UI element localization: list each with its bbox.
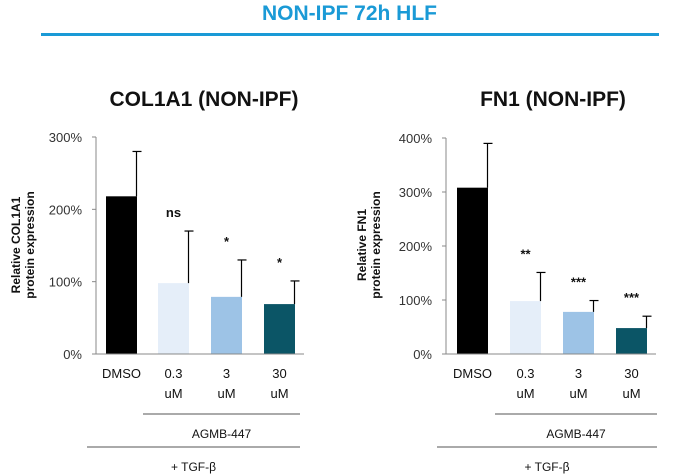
chart2-treatment-label: + TGF-β — [524, 460, 569, 474]
chart2-group-label: AGMB-447 — [546, 427, 606, 441]
chart1-category-label: 3 — [223, 366, 230, 381]
chart1-category-label: uM — [164, 386, 182, 401]
chart1-bar — [106, 196, 137, 354]
chart2-category-label: 3 — [575, 366, 582, 381]
chart2-category-label: DMSO — [453, 366, 492, 381]
chart2-y-tick-label: 100% — [399, 293, 433, 308]
chart1-y-tick-label: 100% — [49, 275, 83, 290]
chart2-y-tick-label: 200% — [399, 239, 433, 254]
chart2-significance-label: ** — [520, 246, 531, 261]
chart1-y-tick-label: 200% — [49, 202, 83, 217]
chart2-y-tick-label: 400% — [399, 131, 433, 146]
chart1-y-tick-label: 0% — [63, 347, 82, 362]
chart2-title: FN1 (NON-IPF) — [480, 88, 626, 111]
chart2-bar — [616, 328, 647, 354]
chart1-y-axis-label-line: protein expression — [23, 191, 37, 298]
chart2-significance-label: *** — [624, 290, 640, 305]
chart1-significance-label: * — [277, 255, 283, 270]
chart1-y-axis-label-line: Relative COL1A1 — [9, 196, 23, 293]
title-rule — [41, 33, 659, 36]
chart2-category-label: 30 — [624, 366, 638, 381]
chart1-significance-label: ns — [166, 205, 181, 220]
chart1-category-label: uM — [217, 386, 235, 401]
chart2-category-label: uM — [516, 386, 534, 401]
chart2-category-label: 0.3 — [516, 366, 534, 381]
chart1-bar — [211, 296, 242, 354]
chart1-y-axis-label: Relative COL1A1protein expression — [9, 191, 37, 298]
chart2-y-tick-label: 0% — [413, 347, 432, 362]
chart2-y-axis-label: Relative FN1protein expression — [355, 191, 383, 298]
chart1-bar — [158, 283, 189, 354]
chart2-y-axis-label-line: protein expression — [369, 191, 383, 298]
chart2-significance-label: *** — [571, 275, 587, 290]
page-title: NON-IPF 72h HLF — [261, 2, 437, 25]
chart1-group-label: AGMB-447 — [192, 427, 252, 441]
chart1-y-tick-label: 300% — [49, 130, 83, 145]
chart1-category-label: uM — [270, 386, 288, 401]
chart2-bar — [510, 301, 541, 354]
chart2-bar — [457, 187, 488, 354]
chart2-category-label: uM — [622, 386, 640, 401]
chart2-y-tick-label: 300% — [399, 185, 433, 200]
chart1-category-label: 30 — [272, 366, 286, 381]
chart1-significance-label: * — [224, 234, 230, 249]
chart2-y-axis-label-line: Relative FN1 — [355, 209, 369, 281]
chart2-category-label: uM — [569, 386, 587, 401]
chart1-title: COL1A1 (NON-IPF) — [110, 88, 299, 111]
chart2-bar — [563, 311, 594, 354]
chart1-treatment-label: + TGF-β — [171, 460, 216, 474]
chart1-category-label: 0.3 — [164, 366, 182, 381]
chart1-category-label: DMSO — [102, 366, 141, 381]
chart1-bar — [264, 304, 295, 354]
